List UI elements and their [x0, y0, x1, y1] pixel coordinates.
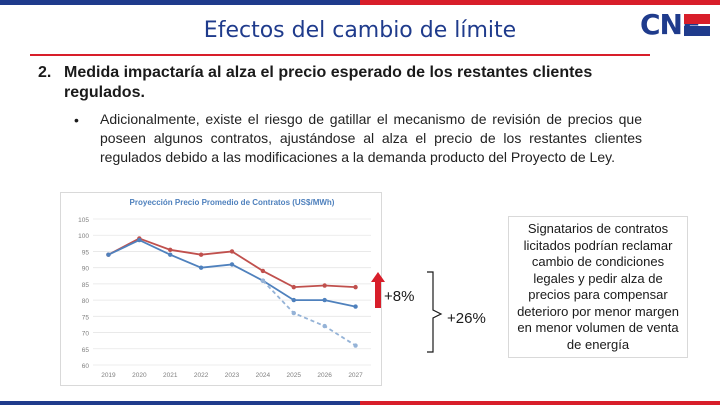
logo-mark-icon: [684, 14, 710, 36]
data-point: [106, 252, 111, 257]
price-projection-chart: Proyección Precio Promedio de Contratos …: [60, 192, 382, 386]
x-tick-label: 2026: [317, 372, 332, 379]
y-tick-label: 65: [82, 347, 90, 354]
slide-title: Efectos del cambio de límite: [203, 18, 517, 43]
y-tick-label: 60: [82, 363, 90, 370]
data-point: [198, 252, 204, 257]
data-point: [229, 262, 235, 267]
series-line: [262, 280, 357, 347]
x-tick-label: 2020: [132, 372, 147, 379]
title-underline: [30, 54, 650, 56]
heading-text: Medida impactaría al alza el precio espe…: [64, 64, 593, 101]
y-tick-label: 75: [82, 314, 90, 321]
x-tick-label: 2022: [194, 372, 209, 379]
data-point: [322, 323, 327, 329]
y-tick-label: 90: [82, 266, 90, 273]
top-accent-red: [360, 0, 720, 5]
heading-number: 2.: [38, 64, 52, 81]
data-point: [229, 249, 235, 254]
y-tick-label: 100: [78, 233, 89, 240]
side-note-box: Signatarios de contratos licitados podrí…: [508, 216, 688, 358]
data-point: [353, 304, 358, 309]
side-note-text: Signatarios de contratos licitados podrí…: [517, 221, 679, 352]
data-point: [353, 284, 358, 290]
up-arrow-icon: [371, 272, 385, 308]
bracket-icon: [427, 271, 443, 353]
x-tick-label: 2025: [287, 372, 302, 379]
cne-logo: CNE: [640, 8, 714, 41]
data-point: [291, 310, 296, 316]
y-tick-label: 95: [82, 249, 90, 256]
x-tick-label: 2019: [101, 372, 116, 379]
chart-canvas: Proyección Precio Promedio de Contratos …: [78, 198, 371, 379]
y-tick-label: 85: [82, 282, 90, 289]
data-point: [260, 278, 266, 283]
data-point: [353, 343, 358, 348]
bullet-paragraph: Adicionalmente, existe el riesgo de gati…: [100, 111, 642, 165]
x-tick-label: 2023: [225, 372, 240, 379]
increase-small-label: +8%: [384, 288, 415, 305]
increase-large-label: +26%: [447, 310, 486, 327]
top-accent-blue: [0, 0, 360, 5]
x-tick-label: 2027: [348, 372, 363, 379]
y-tick-label: 70: [82, 331, 90, 338]
top-accent-bar: [0, 0, 720, 5]
data-point: [291, 297, 296, 303]
data-point: [260, 268, 266, 274]
data-point: [168, 247, 173, 253]
y-tick-label: 80: [82, 298, 90, 305]
data-point: [137, 237, 142, 243]
bottom-accent-red: [360, 401, 720, 405]
chart-title: Proyección Precio Promedio de Contratos …: [130, 198, 335, 207]
data-point: [322, 297, 327, 303]
data-point: [198, 265, 204, 270]
data-point: [168, 252, 173, 257]
x-tick-label: 2024: [256, 372, 271, 379]
data-point: [322, 283, 327, 288]
bullet-icon: •: [74, 112, 79, 128]
bottom-accent-blue: [0, 401, 360, 405]
y-tick-label: 105: [78, 217, 89, 224]
data-point: [291, 284, 296, 290]
bottom-accent-bar: [0, 401, 720, 405]
x-tick-label: 2021: [163, 372, 178, 379]
